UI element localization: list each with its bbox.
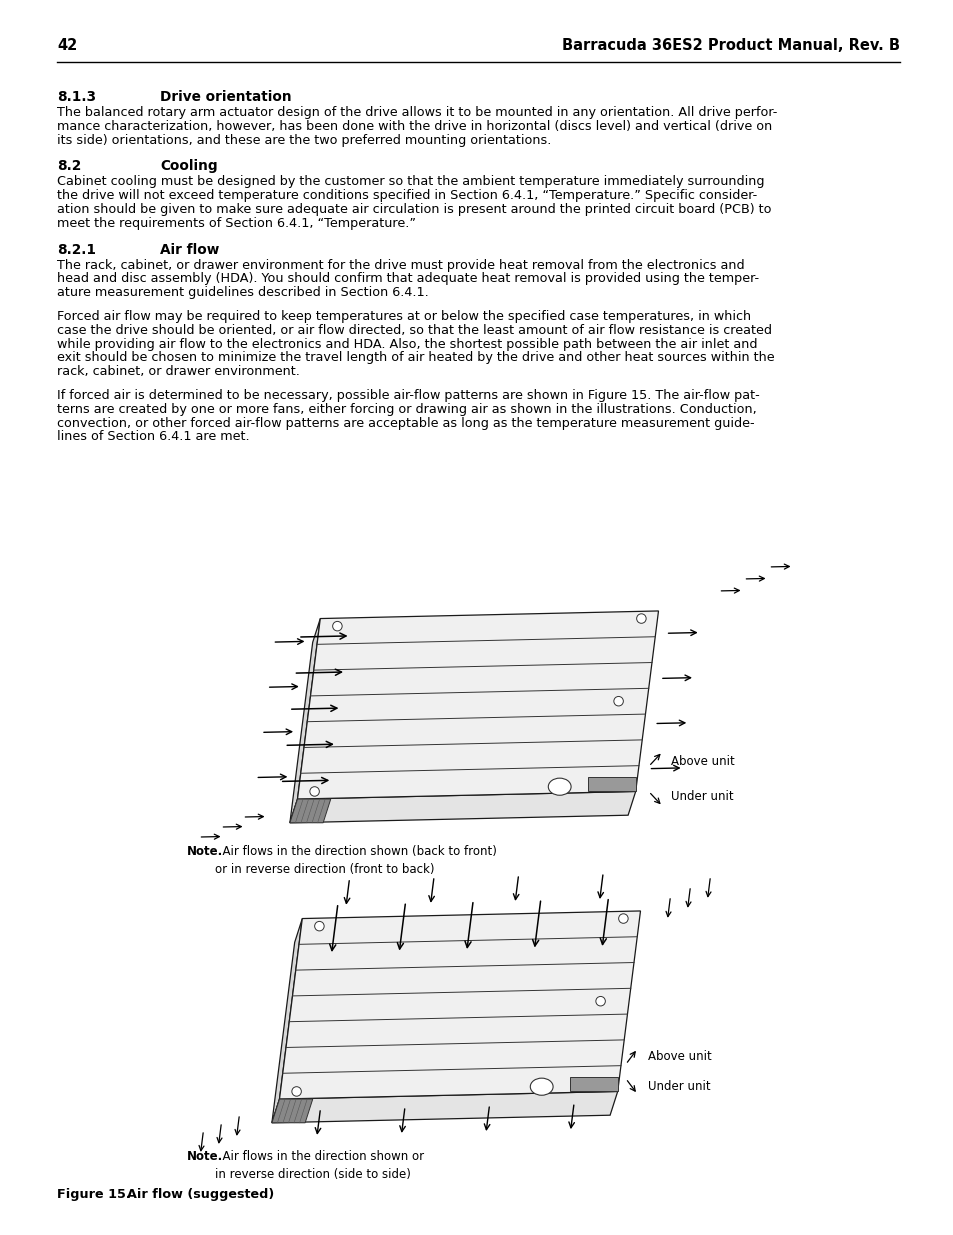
Circle shape [292,1087,301,1097]
Text: Above unit: Above unit [670,755,734,768]
Polygon shape [279,911,639,1099]
Text: Figure 15.: Figure 15. [57,1188,131,1200]
Text: lines of Section 6.4.1 are met.: lines of Section 6.4.1 are met. [57,431,250,443]
Circle shape [613,697,622,706]
Text: If forced air is determined to be necessary, possible air-flow patterns are show: If forced air is determined to be necess… [57,389,759,403]
Text: 8.2: 8.2 [57,159,81,173]
Polygon shape [290,799,331,823]
Text: Forced air flow may be required to keep temperatures at or below the specified c: Forced air flow may be required to keep … [57,310,750,324]
Polygon shape [272,1092,617,1123]
Text: meet the requirements of Section 6.4.1, “Temperature.”: meet the requirements of Section 6.4.1, … [57,217,416,230]
Text: Note.: Note. [187,1150,223,1163]
Polygon shape [290,792,635,823]
Polygon shape [588,777,635,792]
Text: head and disc assembly (HDA). You should confirm that adequate heat removal is p: head and disc assembly (HDA). You should… [57,273,759,285]
Text: mance characterization, however, has been done with the drive in horizontal (dis: mance characterization, however, has bee… [57,120,771,133]
Circle shape [333,621,342,631]
Text: Air flows in the direction shown (back to front)
or in reverse direction (front : Air flows in the direction shown (back t… [214,845,497,876]
Text: terns are created by one or more fans, either forcing or drawing air as shown in: terns are created by one or more fans, e… [57,403,756,416]
Text: ation should be given to make sure adequate air circulation is present around th: ation should be given to make sure adequ… [57,203,771,216]
Circle shape [596,997,605,1007]
Text: 8.1.3: 8.1.3 [57,90,96,104]
Text: Cooling: Cooling [160,159,217,173]
Text: Note.: Note. [187,845,223,858]
Text: exit should be chosen to minimize the travel length of air heated by the drive a: exit should be chosen to minimize the tr… [57,352,774,364]
Circle shape [596,1079,605,1088]
Circle shape [314,921,324,931]
Circle shape [618,914,627,924]
Text: Cabinet cooling must be designed by the customer so that the ambient temperature: Cabinet cooling must be designed by the … [57,175,763,189]
Ellipse shape [530,1078,553,1095]
Text: the drive will not exceed temperature conditions specified in Section 6.4.1, “Te: the drive will not exceed temperature co… [57,189,757,203]
Text: The rack, cabinet, or drawer environment for the drive must provide heat removal: The rack, cabinet, or drawer environment… [57,258,744,272]
Polygon shape [290,619,320,823]
Text: 42: 42 [57,38,77,53]
Polygon shape [272,919,302,1123]
Text: 8.2.1: 8.2.1 [57,242,96,257]
Text: convection, or other forced air-flow patterns are acceptable as long as the temp: convection, or other forced air-flow pat… [57,416,754,430]
Circle shape [310,787,319,797]
Text: Air flow: Air flow [160,242,219,257]
Text: case the drive should be oriented, or air flow directed, so that the least amoun: case the drive should be oriented, or ai… [57,324,771,337]
Circle shape [613,779,622,789]
Text: Under unit: Under unit [647,1079,710,1093]
Text: Air flows in the direction shown or
in reverse direction (side to side): Air flows in the direction shown or in r… [214,1150,424,1181]
Text: Drive orientation: Drive orientation [160,90,292,104]
Text: Under unit: Under unit [670,790,733,803]
Text: while providing air flow to the electronics and HDA. Also, the shortest possible: while providing air flow to the electron… [57,337,757,351]
Ellipse shape [548,778,571,795]
Polygon shape [272,1099,313,1123]
Text: ature measurement guidelines described in Section 6.4.1.: ature measurement guidelines described i… [57,287,428,299]
Polygon shape [297,611,658,799]
Polygon shape [570,1077,617,1092]
Text: Air flow (suggested): Air flow (suggested) [109,1188,274,1200]
Circle shape [636,614,645,624]
Text: The balanced rotary arm actuator design of the drive allows it to be mounted in : The balanced rotary arm actuator design … [57,106,777,119]
Text: Above unit: Above unit [647,1050,711,1063]
Text: rack, cabinet, or drawer environment.: rack, cabinet, or drawer environment. [57,366,299,378]
Text: Barracuda 36ES2 Product Manual, Rev. B: Barracuda 36ES2 Product Manual, Rev. B [561,38,899,53]
Text: its side) orientations, and these are the two preferred mounting orientations.: its side) orientations, and these are th… [57,133,551,147]
